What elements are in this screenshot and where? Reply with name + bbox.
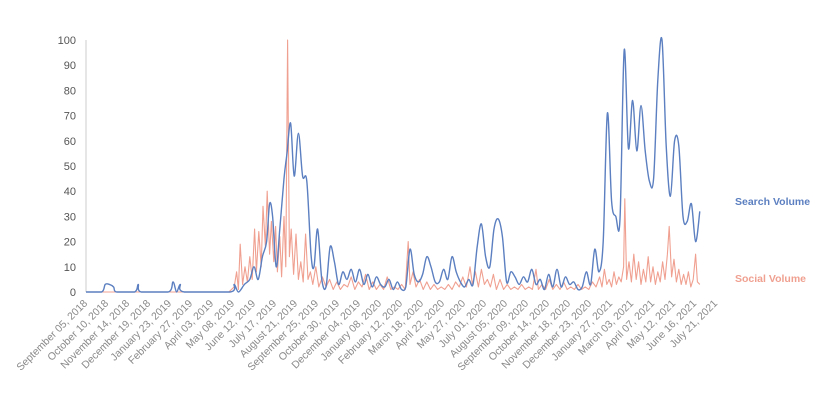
y-tick-label: 80 [64, 85, 76, 97]
social-volume-label: Social Volume [735, 273, 806, 285]
y-tick-label: 50 [64, 161, 76, 173]
y-tick-label: 10 [64, 262, 76, 274]
y-tick-label: 90 [64, 60, 76, 72]
search-volume-label: Search Volume [735, 196, 810, 208]
y-tick-label: 20 [64, 237, 76, 249]
y-tick-label: 40 [64, 186, 76, 198]
y-tick-label: 0 [70, 287, 76, 299]
social-volume-line [86, 39, 701, 293]
series-layer [86, 36, 701, 293]
search-volume-line [86, 36, 701, 293]
y-tick-label: 30 [64, 211, 76, 223]
series-labels: Social Volume Search Volume [735, 196, 810, 285]
y-tick-label: 100 [58, 35, 76, 47]
y-tick-label: 70 [64, 111, 76, 123]
y-axis: 0 10 20 30 40 50 60 70 80 90 100 [58, 35, 76, 299]
y-tick-label: 60 [64, 136, 76, 148]
